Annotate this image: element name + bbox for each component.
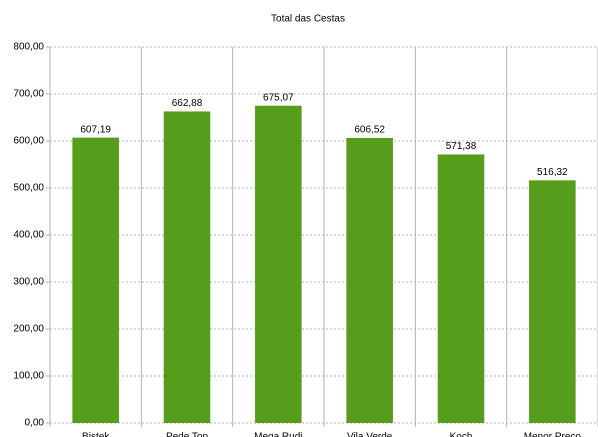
data-label: 571,38 <box>446 141 477 152</box>
y-tick-label: 0,00 <box>25 418 45 429</box>
y-tick-label: 400,00 <box>13 230 44 241</box>
bar <box>255 105 302 423</box>
data-label: 662,88 <box>172 98 203 109</box>
x-tick-label: Bistek <box>82 432 110 437</box>
bar <box>163 111 211 423</box>
x-tick-label: Menor Preço <box>524 432 582 437</box>
bar <box>72 137 119 423</box>
x-tick-label: Mega Rudi <box>254 432 302 437</box>
y-tick-label: 800,00 <box>13 42 44 53</box>
data-label: 516,32 <box>537 167 568 178</box>
chart-title: Total das Cestas <box>271 14 345 25</box>
y-tick-label: 300,00 <box>13 277 44 288</box>
bar <box>529 180 576 423</box>
y-tick-label: 200,00 <box>13 324 44 335</box>
x-tick-label: Vila Verde <box>347 432 393 437</box>
y-tick-label: 600,00 <box>13 136 44 147</box>
x-tick-label: Pede Top <box>166 432 209 437</box>
data-label: 675,07 <box>263 92 294 103</box>
bar <box>346 137 393 423</box>
y-tick-label: 700,00 <box>13 89 44 100</box>
bar <box>437 154 485 423</box>
data-label: 606,52 <box>354 125 385 136</box>
data-label: 607,19 <box>80 124 111 135</box>
x-tick-label: Koch <box>450 432 473 437</box>
y-tick-label: 500,00 <box>13 183 44 194</box>
y-tick-label: 100,00 <box>13 371 44 382</box>
